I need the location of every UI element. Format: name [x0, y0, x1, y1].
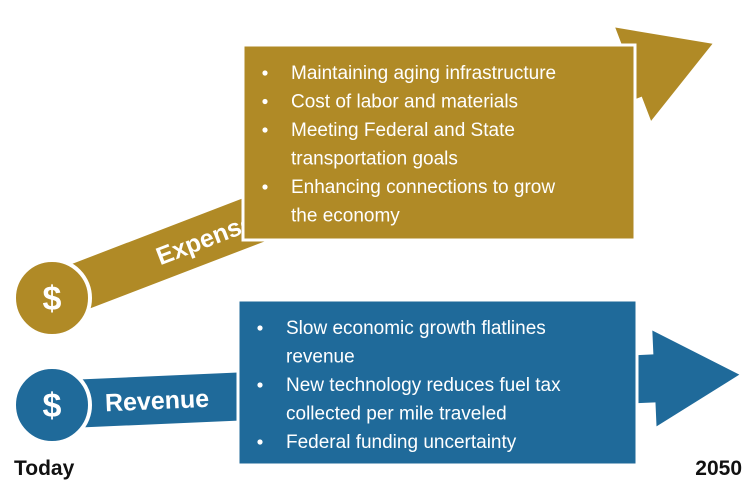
bullet-dot [257, 439, 263, 445]
expenses-symbol: $ [43, 280, 62, 318]
bullet-text: Federal funding uncertainty [286, 432, 517, 453]
bullet-dot [262, 70, 268, 76]
bullet-text: Meeting Federal and State [291, 120, 515, 141]
bullet-dot [257, 382, 263, 388]
bullet-text: Enhancing connections to grow [291, 177, 555, 198]
revenue-icon [12, 365, 92, 445]
revenue-symbol: $ [43, 387, 62, 425]
bullet-text: New technology reduces fuel tax [286, 375, 561, 396]
expenses-list: Maintaining aging infrastructure Cost of … [262, 63, 556, 227]
revenue-label: Revenue [104, 385, 209, 418]
bullet-dot [262, 184, 268, 190]
revenue-box [236, 298, 639, 467]
bullet-dot [262, 127, 268, 133]
bullet-text: Maintaining aging infrastructure [291, 63, 556, 84]
timeline-start: Today [14, 457, 75, 480]
bullet-text: transportation goals [291, 149, 458, 170]
bullet-text: collected per mile traveled [286, 404, 507, 425]
timeline-end: 2050 [695, 457, 742, 480]
revenue-list: Slow economic growth flatlines revenue New… [257, 318, 561, 453]
bullet-text: Cost of labor and materials [291, 92, 518, 113]
bullet-text: revenue [286, 347, 355, 368]
bullet-dot [262, 98, 268, 105]
expenses-icon [12, 258, 92, 338]
expenses-box [241, 43, 637, 242]
bullet-text: Slow economic growth flatlines [286, 318, 546, 339]
bullet-text: the economy [291, 206, 400, 227]
bullet-dot [257, 325, 263, 331]
